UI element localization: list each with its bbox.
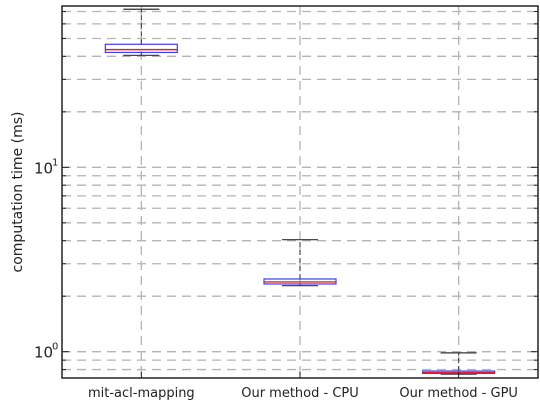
y-tick-label: 10 xyxy=(34,344,53,362)
iqr-box xyxy=(104,43,178,54)
y-tick-label: 10 xyxy=(34,159,53,177)
x-tick-labels: mit-acl-mapping Our method - CPU Our metho… xyxy=(88,386,518,401)
grid-lines xyxy=(62,6,538,378)
x-tick-label: Our method - CPU xyxy=(241,386,359,401)
y-tick-label-exponent: 1 xyxy=(52,157,58,168)
y-axis-label: computation time (ms) xyxy=(10,112,26,273)
y-tick-label-exponent: 0 xyxy=(52,342,58,353)
x-tick-label: mit-acl-mapping xyxy=(88,386,195,401)
x-tick-label: Our method - GPU xyxy=(399,386,518,401)
